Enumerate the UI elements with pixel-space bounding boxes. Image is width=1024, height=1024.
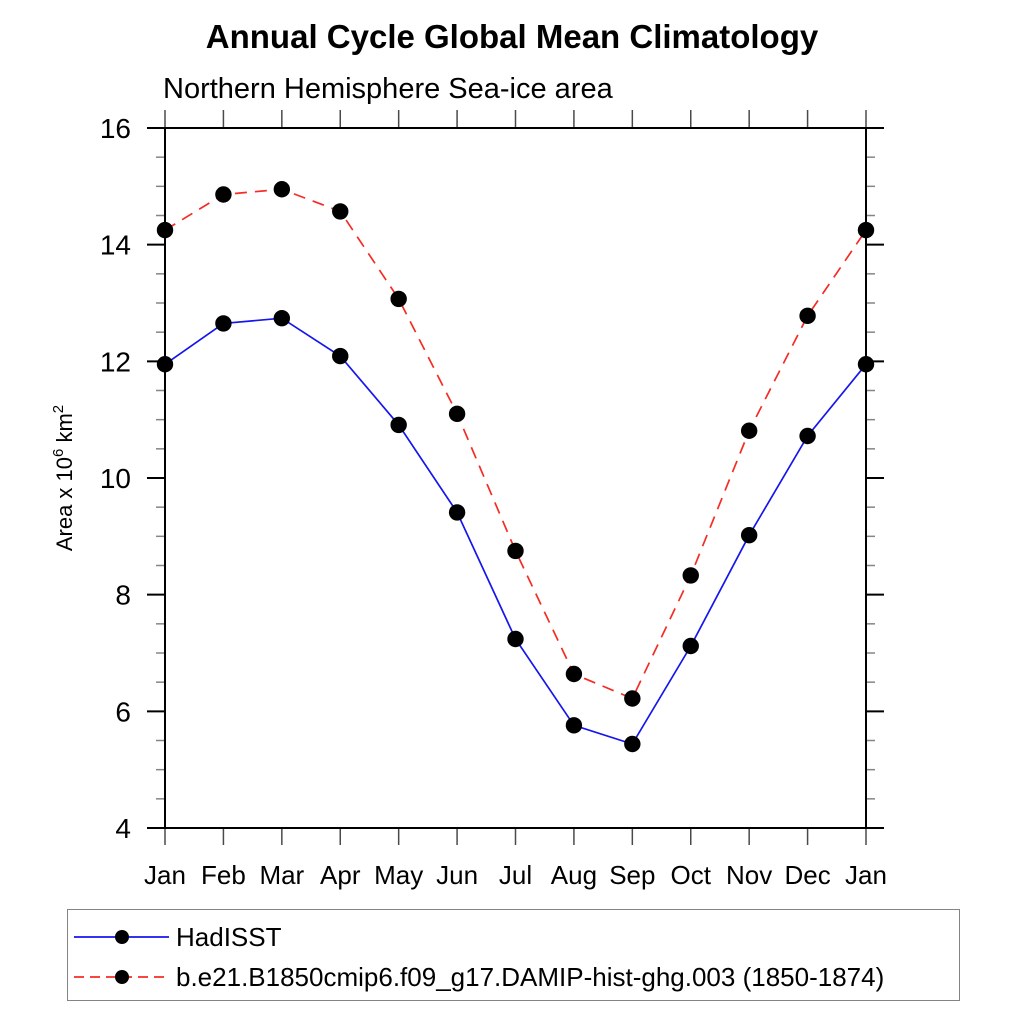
legend-marker-icon	[115, 970, 129, 984]
data-point	[682, 567, 699, 584]
svg-text:Jan: Jan	[144, 860, 186, 890]
month-ticks	[164, 110, 867, 845]
data-point	[156, 221, 174, 239]
svg-text:Nov: Nov	[726, 860, 772, 890]
data-point	[448, 504, 466, 521]
x-tick-labels: Jan Feb Mar Apr May Jun Jul Aug Sep Oct Nov Dec Jan	[144, 860, 887, 890]
svg-text:Mar: Mar	[259, 860, 304, 890]
legend-item-hadisst: HadISST	[73, 922, 282, 952]
svg-text:6: 6	[115, 696, 131, 727]
svg-text:Feb: Feb	[201, 860, 246, 890]
data-point	[332, 347, 349, 365]
legend-swatch-dashed-line-icon	[74, 970, 169, 984]
svg-text:Dec: Dec	[784, 860, 830, 890]
data-point	[565, 665, 583, 683]
svg-text:Apr: Apr	[320, 860, 361, 890]
y-axis-title: Area x 106 km2	[50, 405, 77, 551]
data-point	[799, 307, 816, 325]
svg-text:Sep: Sep	[609, 860, 655, 890]
data-point	[624, 690, 641, 707]
data-point	[507, 630, 524, 648]
y-major-ticks	[147, 127, 884, 829]
y-tick-labels: 4 6 8 10 12 14 16	[100, 113, 131, 844]
data-point	[156, 356, 174, 373]
y-minor-ticks	[156, 156, 875, 800]
legend-swatch-solid-line-icon	[74, 930, 169, 944]
data-point	[215, 315, 232, 332]
data-point	[565, 717, 583, 734]
legend-marker-icon	[115, 930, 129, 944]
data-point	[740, 526, 758, 544]
svg-text:10: 10	[100, 463, 131, 494]
svg-text:14: 14	[100, 230, 131, 261]
data-point	[857, 356, 875, 373]
data-point	[507, 542, 524, 560]
series-hadisst	[156, 309, 875, 753]
svg-text:Jul: Jul	[499, 860, 532, 890]
series-model	[156, 181, 875, 707]
svg-text:Jan: Jan	[845, 860, 887, 890]
svg-text:Aug: Aug	[551, 860, 597, 890]
svg-text:4: 4	[115, 813, 131, 844]
data-point	[624, 735, 641, 753]
data-point	[740, 422, 758, 439]
data-point	[857, 221, 875, 239]
data-point	[799, 427, 816, 445]
data-point	[215, 186, 232, 203]
chart-title: Annual Cycle Global Mean Climatology	[205, 18, 819, 55]
legend-label-hadisst: HadISST	[176, 922, 282, 952]
data-point	[273, 181, 291, 198]
data-point	[448, 405, 466, 423]
data-point	[273, 309, 291, 327]
svg-text:12: 12	[100, 346, 131, 377]
svg-text:8: 8	[115, 580, 131, 611]
svg-text:Oct: Oct	[671, 860, 712, 890]
data-point	[390, 290, 407, 308]
data-point	[332, 203, 349, 220]
plot-frame	[164, 127, 867, 829]
legend-item-model: b.e21.B1850cmip6.f09_g17.DAMIP-hist-ghg.…	[73, 962, 885, 992]
svg-text:Jun: Jun	[436, 860, 478, 890]
svg-text:16: 16	[100, 113, 131, 144]
data-point	[390, 416, 407, 434]
chart-subtitle: Northern Hemisphere Sea-ice area	[163, 73, 613, 105]
data-point	[682, 637, 699, 655]
legend-label-model: b.e21.B1850cmip6.f09_g17.DAMIP-hist-ghg.…	[176, 962, 885, 992]
legend: HadISST b.e21.B1850cmip6.f09_g17.DAMIP-h…	[67, 909, 960, 1001]
svg-text:May: May	[374, 860, 423, 890]
